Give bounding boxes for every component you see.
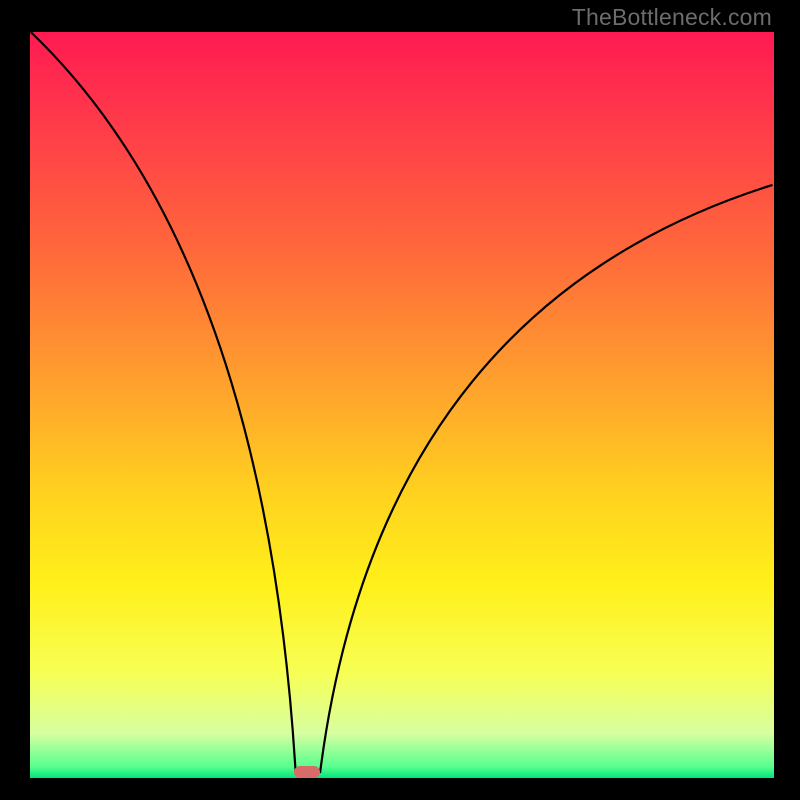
minimum-marker xyxy=(294,766,320,778)
curve-path xyxy=(31,32,773,772)
bottleneck-curve xyxy=(30,32,774,778)
plot-area xyxy=(30,32,774,778)
chart-outer-frame: TheBottleneck.com xyxy=(0,0,800,800)
watermark-text: TheBottleneck.com xyxy=(572,4,772,31)
